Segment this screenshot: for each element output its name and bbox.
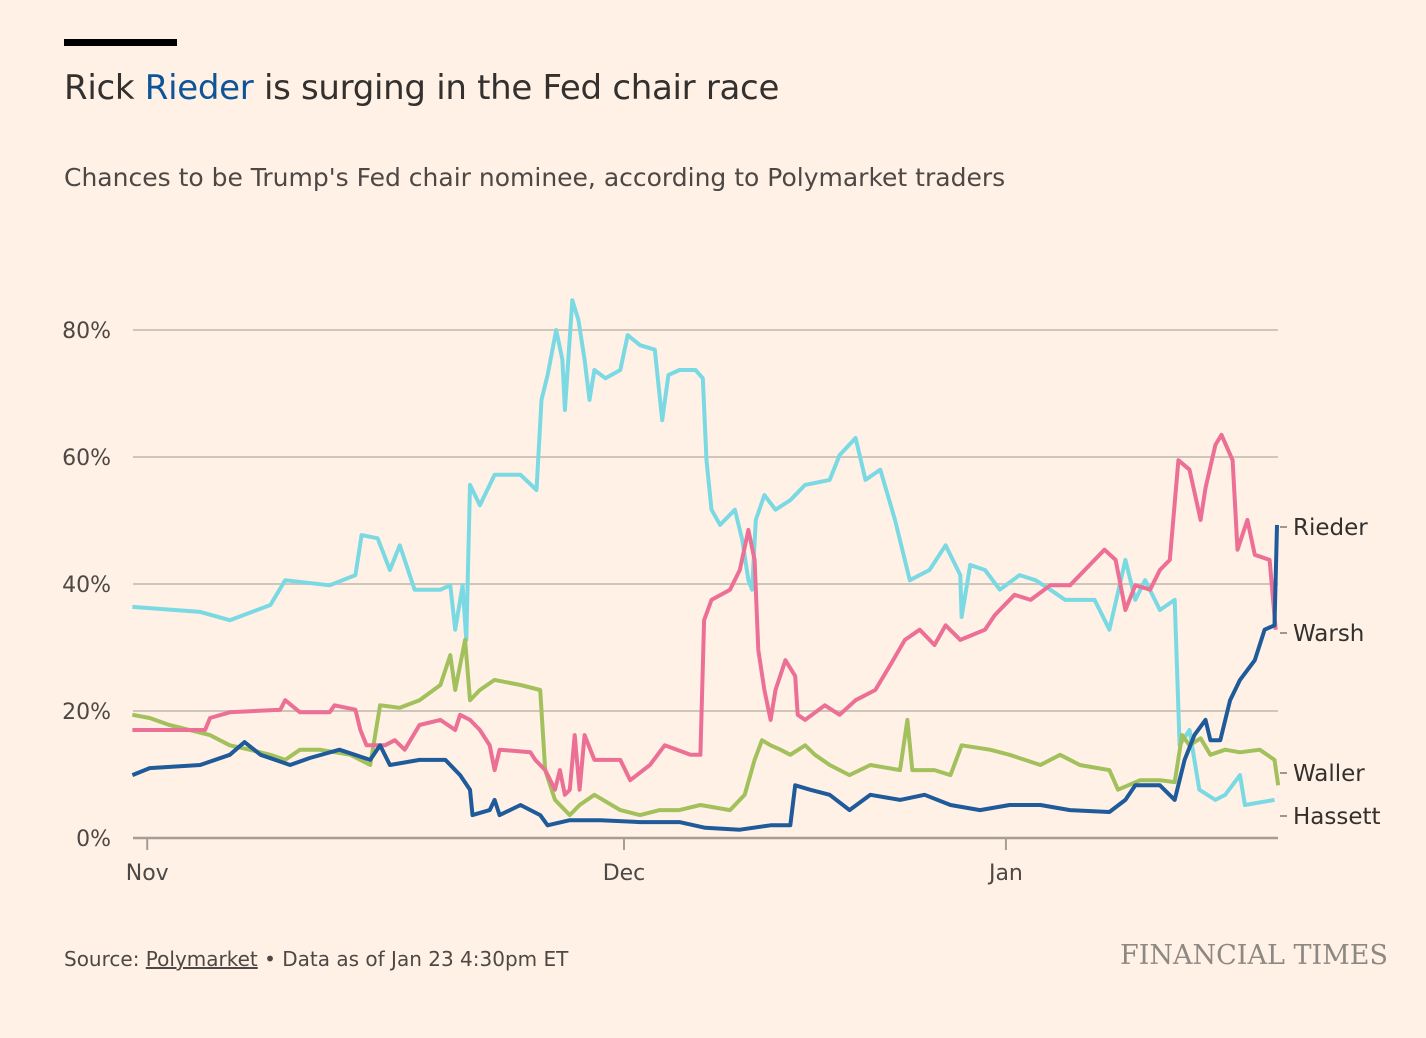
series-labels: Hassett Waller Warsh Rieder — [1280, 515, 1381, 830]
y-tick-label: 80% — [62, 319, 111, 344]
title-text-start: Rick — [64, 68, 145, 108]
x-axis: Nov Dec Jan — [126, 838, 1023, 886]
title-accent-bar — [64, 39, 177, 46]
x-tick-label: Dec — [603, 861, 646, 886]
series-lines — [131, 298, 1281, 832]
series-line-waller — [132, 637, 1281, 818]
source-note: Source: Polymarket • Data as of Jan 23 4… — [64, 947, 568, 971]
series-label-hassett: Hassett — [1293, 804, 1381, 830]
y-tick-label: 60% — [62, 446, 111, 471]
y-axis-labels: 0% 20% 40% 60% 80% — [62, 319, 111, 852]
source-link-polymarket[interactable]: Polymarket — [145, 947, 258, 971]
x-tick-label: Nov — [126, 861, 169, 886]
chart-title: Rick Rieder is surging in the Fed chair … — [64, 68, 779, 108]
series-label-rieder: Rieder — [1293, 515, 1368, 541]
y-tick-label: 0% — [76, 827, 111, 852]
chart-subtitle: Chances to be Trump's Fed chair nominee,… — [64, 163, 1006, 192]
series-label-waller: Waller — [1293, 761, 1365, 787]
series-line-hassett — [132, 298, 1275, 807]
title-text-end: is surging in the Fed chair race — [253, 68, 780, 108]
source-label: Source: — [64, 947, 146, 971]
series-label-warsh: Warsh — [1293, 621, 1364, 647]
financial-times-logo: FINANCIAL TIMES — [1119, 940, 1388, 971]
y-tick-label: 20% — [62, 700, 111, 725]
data-date-note: • Data as of Jan 23 4:30pm ET — [257, 947, 569, 971]
series-line-rieder — [131, 524, 1279, 832]
y-tick-label: 40% — [62, 573, 111, 598]
series-line-warsh — [132, 432, 1278, 797]
x-tick-label: Jan — [987, 861, 1023, 886]
title-highlight-rieder: Rieder — [144, 68, 254, 108]
